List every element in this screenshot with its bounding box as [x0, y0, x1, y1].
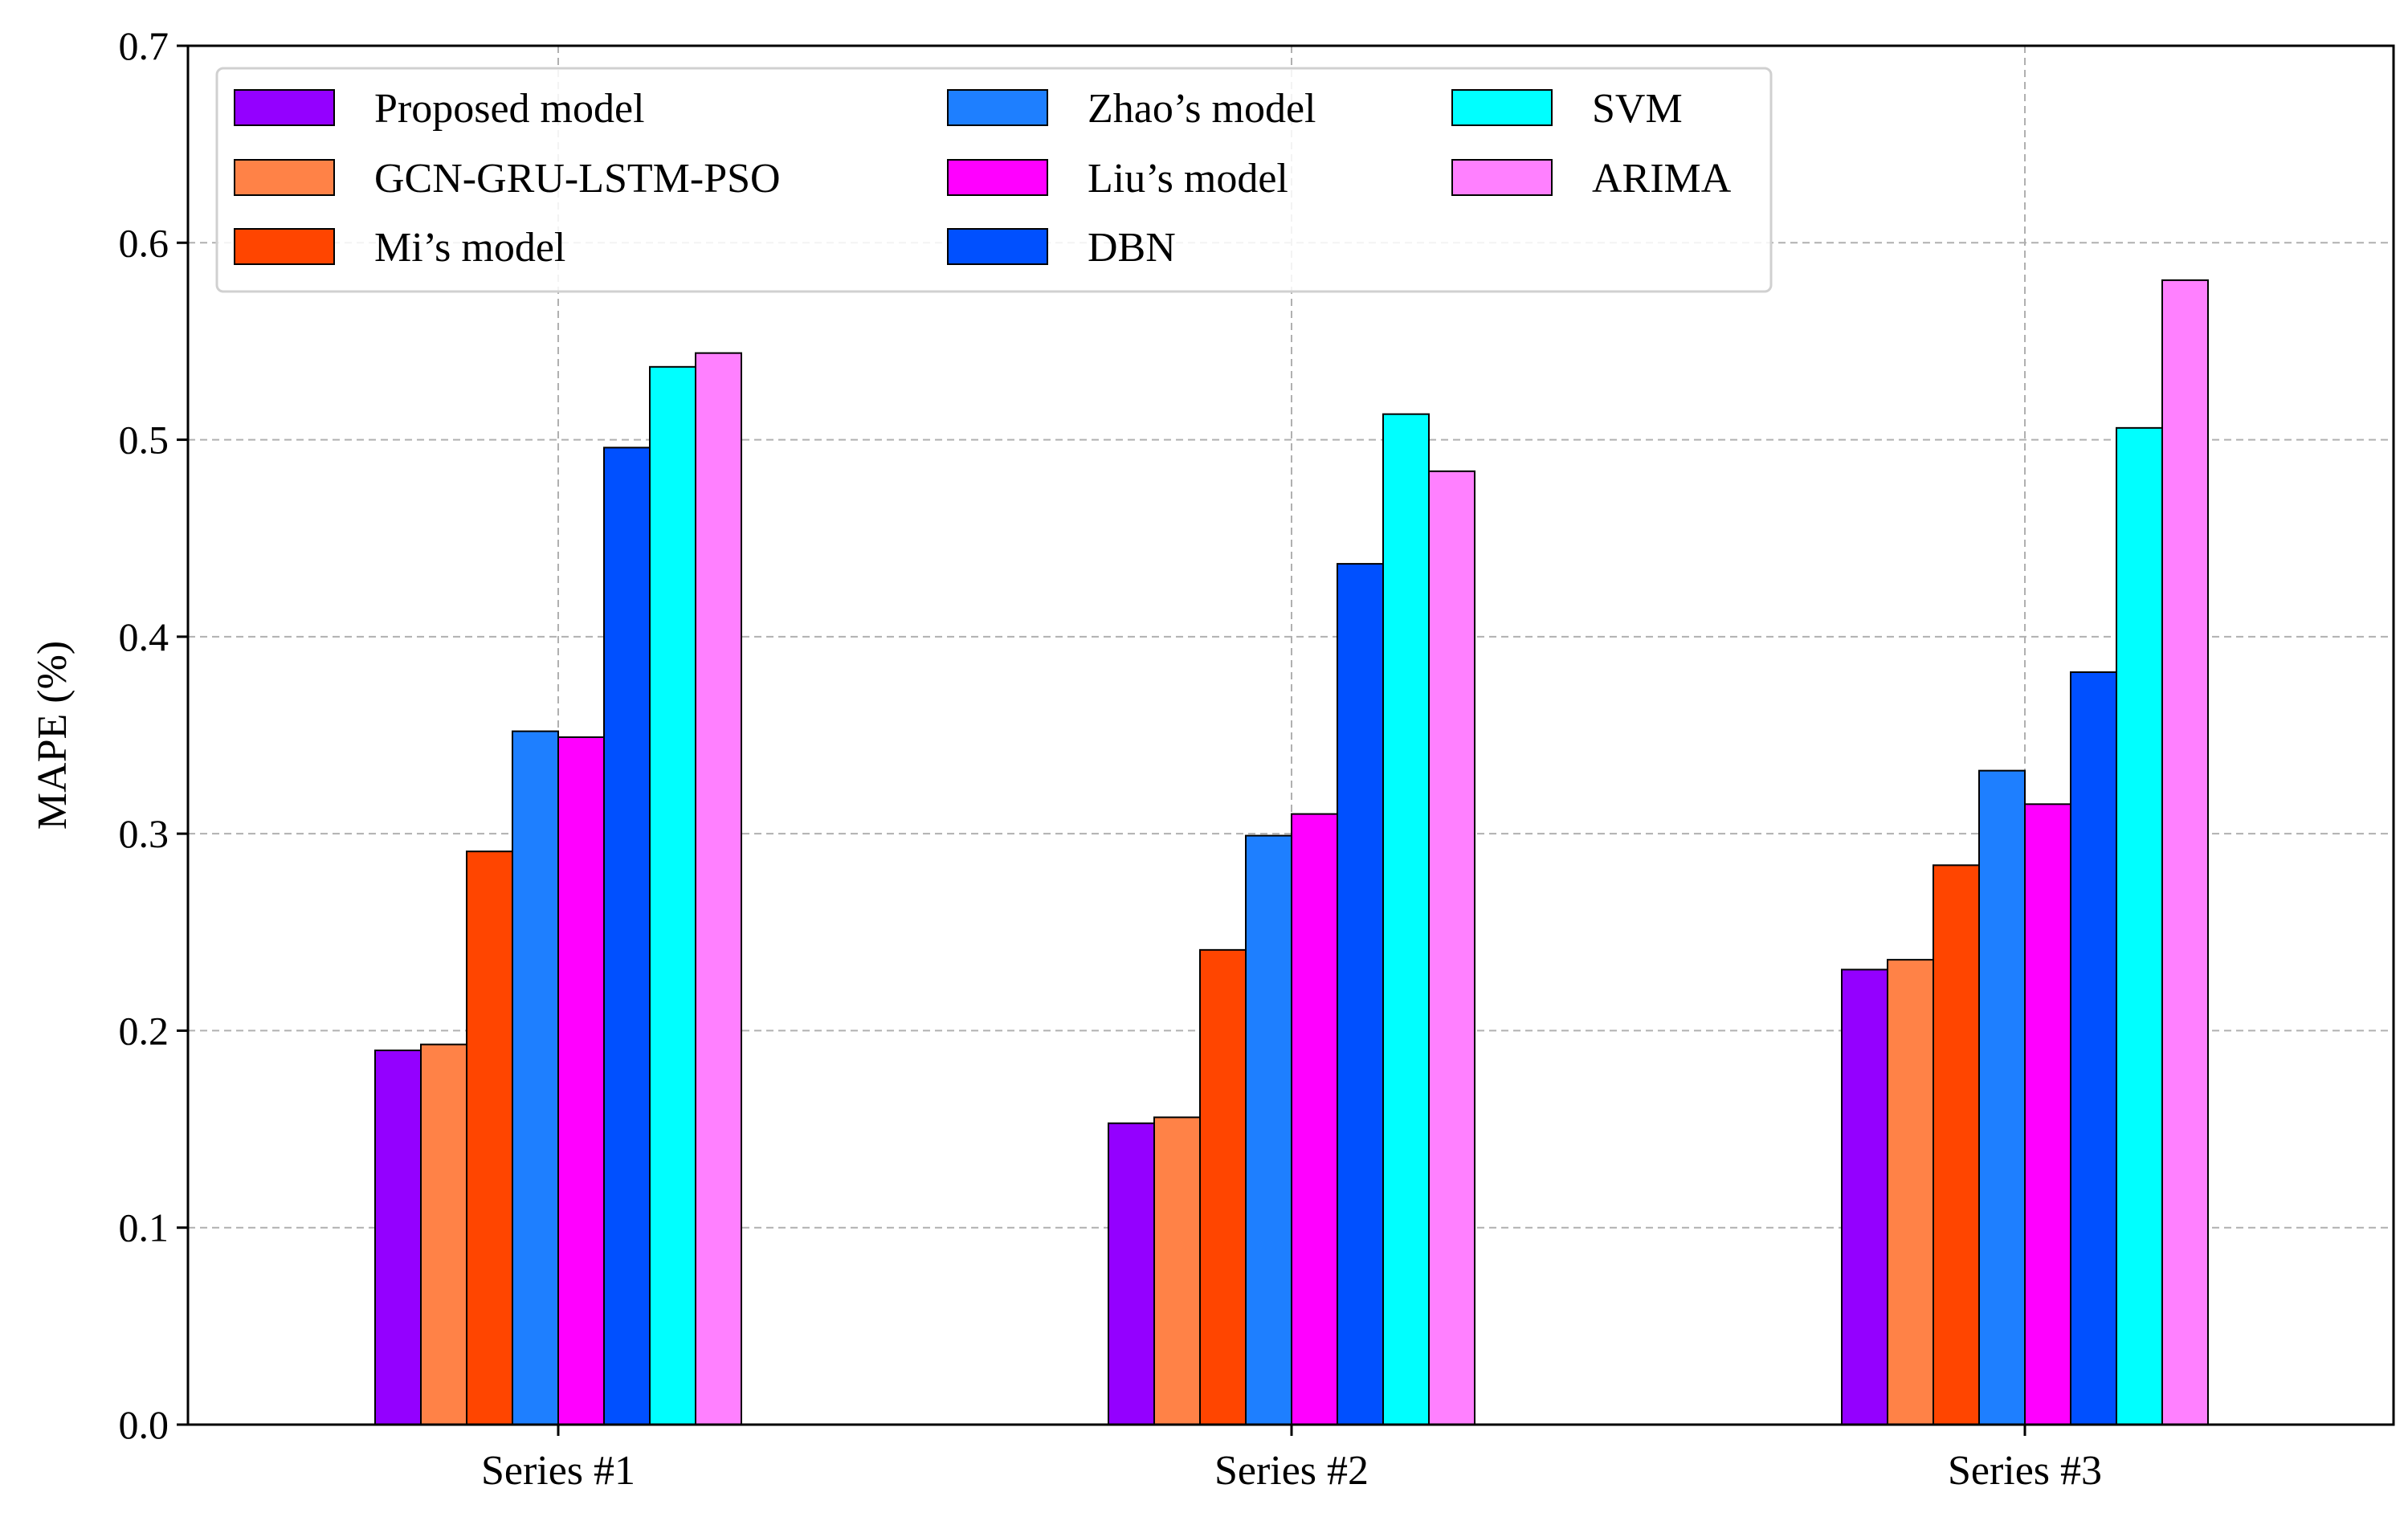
y-tick-label: 0.0	[119, 1402, 169, 1447]
legend-swatch	[947, 159, 1048, 196]
legend: Proposed model GCN-GRU-LSTM-PSO Mi’s model…	[215, 67, 1773, 293]
bar	[1428, 470, 1475, 1425]
legend-label: Mi’s model	[374, 225, 565, 271]
legend-swatch	[947, 89, 1048, 126]
legend-swatch	[234, 159, 335, 196]
bar	[420, 1043, 467, 1425]
bar	[1887, 959, 1934, 1425]
y-tick-label: 0.4	[119, 614, 169, 659]
bar	[1291, 813, 1338, 1425]
x-axis: Series #1 Series #2 Series #3	[481, 1425, 2102, 1494]
legend-swatch	[234, 228, 335, 265]
bar	[1108, 1122, 1155, 1426]
legend-swatch	[234, 89, 335, 126]
x-tick-label: Series #3	[1948, 1448, 2102, 1494]
bar	[374, 1049, 422, 1425]
bar	[1153, 1116, 1201, 1425]
legend-swatch	[947, 228, 1048, 265]
bar	[1933, 864, 1980, 1425]
legend-label: GCN-GRU-LSTM-PSO	[374, 156, 781, 202]
legend-label: Zhao’s model	[1088, 86, 1316, 132]
bar	[1382, 413, 1430, 1425]
bars	[374, 279, 2209, 1426]
y-tick-label: 0.7	[119, 23, 169, 68]
y-tick-label: 0.5	[119, 418, 169, 463]
bar	[2070, 671, 2117, 1425]
x-tick-label: Series #1	[481, 1448, 635, 1494]
bar	[1337, 563, 1384, 1425]
x-tick-label: Series #2	[1214, 1448, 1369, 1494]
y-tick-label: 0.3	[119, 811, 169, 856]
legend-label: SVM	[1592, 86, 1683, 132]
legend-label: DBN	[1088, 225, 1176, 271]
legend-label: ARIMA	[1592, 156, 1732, 202]
bar	[2161, 279, 2209, 1425]
bar	[1978, 769, 2026, 1425]
y-axis: 0.0 0.1 0.2 0.3 0.4 0.5 0.6 0.7	[119, 23, 188, 1447]
bar	[1245, 834, 1292, 1425]
bar	[649, 365, 696, 1426]
bar	[1199, 948, 1247, 1425]
bar	[512, 730, 559, 1425]
legend-swatch	[1451, 159, 1553, 196]
legend-label: Proposed model	[374, 86, 645, 132]
legend-label: Liu’s model	[1088, 156, 1288, 202]
bar	[2116, 426, 2163, 1426]
bar	[466, 850, 513, 1426]
y-tick-label: 0.6	[119, 220, 169, 265]
y-tick-label: 0.1	[119, 1205, 169, 1250]
bar	[2024, 803, 2071, 1425]
bar	[557, 736, 605, 1425]
legend-swatch	[1451, 89, 1553, 126]
bar	[695, 352, 742, 1425]
bar	[603, 446, 651, 1426]
y-axis-label: MAPE (%)	[30, 641, 76, 830]
bar	[1841, 968, 1888, 1425]
y-tick-label: 0.2	[119, 1008, 169, 1053]
